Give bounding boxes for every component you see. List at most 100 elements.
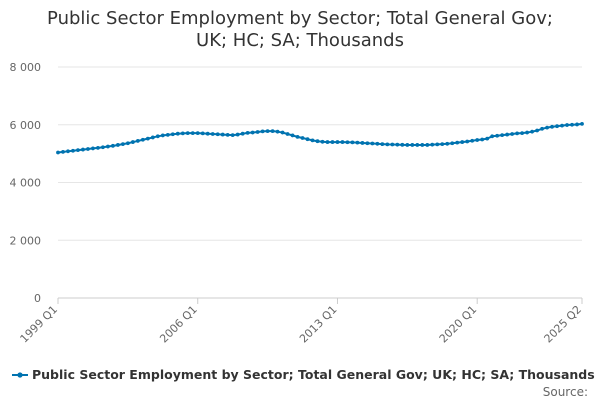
data-point[interactable]	[310, 138, 315, 143]
data-point[interactable]	[425, 143, 430, 147]
data-point[interactable]	[125, 141, 130, 146]
data-point[interactable]	[215, 132, 220, 137]
data-point[interactable]	[410, 143, 415, 147]
data-point[interactable]	[350, 140, 355, 145]
data-point[interactable]	[570, 122, 574, 127]
data-point[interactable]	[290, 133, 295, 138]
data-point[interactable]	[555, 124, 559, 129]
data-point[interactable]	[175, 131, 180, 136]
data-point[interactable]	[320, 139, 325, 144]
data-point[interactable]	[71, 148, 75, 153]
data-point[interactable]	[170, 132, 175, 137]
data-point[interactable]	[365, 141, 370, 146]
data-point[interactable]	[130, 140, 135, 144]
data-point[interactable]	[86, 147, 90, 151]
data-point[interactable]	[305, 137, 310, 142]
data-point[interactable]	[445, 141, 450, 146]
data-point[interactable]	[280, 130, 285, 135]
data-point[interactable]	[530, 129, 534, 134]
data-point[interactable]	[285, 132, 290, 136]
data-point[interactable]	[465, 139, 470, 144]
data-point[interactable]	[300, 136, 305, 140]
data-point[interactable]	[265, 129, 270, 134]
data-point[interactable]	[560, 123, 564, 128]
data-point[interactable]	[460, 140, 465, 144]
data-point[interactable]	[345, 140, 350, 145]
data-point[interactable]	[150, 135, 155, 140]
legend[interactable]: Public Sector Employment by Sector; Tota…	[12, 367, 595, 382]
data-point[interactable]	[91, 146, 95, 151]
data-point[interactable]	[235, 132, 240, 137]
data-point[interactable]	[295, 134, 300, 139]
data-point[interactable]	[66, 149, 70, 154]
data-point[interactable]	[56, 150, 60, 155]
data-point[interactable]	[160, 133, 165, 138]
data-point[interactable]	[475, 138, 480, 142]
data-point[interactable]	[505, 132, 510, 137]
data-point[interactable]	[450, 141, 455, 146]
data-point[interactable]	[400, 142, 405, 147]
data-point[interactable]	[510, 132, 515, 136]
data-point[interactable]	[270, 129, 275, 134]
data-point[interactable]	[325, 140, 330, 144]
data-point[interactable]	[430, 142, 435, 147]
data-point[interactable]	[490, 134, 495, 139]
data-point[interactable]	[210, 132, 215, 136]
data-point[interactable]	[115, 143, 120, 147]
data-point[interactable]	[190, 131, 195, 136]
data-point[interactable]	[580, 121, 584, 126]
data-point[interactable]	[200, 131, 205, 136]
data-point[interactable]	[250, 130, 255, 135]
data-point[interactable]	[335, 140, 340, 144]
data-point[interactable]	[205, 131, 210, 136]
data-point[interactable]	[340, 140, 345, 144]
data-point[interactable]	[140, 137, 145, 142]
data-point[interactable]	[485, 136, 490, 141]
data-point[interactable]	[385, 142, 390, 147]
data-point[interactable]	[480, 137, 485, 142]
data-point[interactable]	[565, 123, 569, 127]
data-point[interactable]	[550, 124, 554, 129]
data-point[interactable]	[145, 136, 150, 141]
data-point[interactable]	[165, 132, 170, 137]
data-point[interactable]	[240, 131, 245, 136]
data-point[interactable]	[520, 131, 525, 136]
data-point[interactable]	[230, 133, 235, 138]
data-point[interactable]	[275, 129, 280, 134]
data-point[interactable]	[155, 134, 160, 139]
data-point[interactable]	[61, 149, 65, 154]
data-point[interactable]	[575, 122, 579, 127]
data-point[interactable]	[185, 131, 190, 136]
data-point[interactable]	[435, 142, 440, 147]
data-point[interactable]	[106, 144, 110, 149]
data-point[interactable]	[390, 142, 395, 147]
data-point[interactable]	[255, 130, 260, 134]
data-point[interactable]	[111, 143, 115, 148]
data-point[interactable]	[380, 142, 385, 147]
data-point[interactable]	[375, 141, 380, 146]
data-point[interactable]	[101, 145, 105, 150]
data-point[interactable]	[260, 129, 265, 134]
data-point[interactable]	[220, 132, 225, 137]
data-point[interactable]	[245, 130, 250, 135]
data-point[interactable]	[525, 130, 529, 135]
data-point[interactable]	[455, 140, 460, 145]
data-point[interactable]	[535, 128, 539, 133]
data-point[interactable]	[370, 141, 375, 146]
data-point[interactable]	[545, 125, 549, 130]
data-point[interactable]	[395, 142, 400, 147]
data-point[interactable]	[135, 139, 140, 143]
data-point[interactable]	[225, 132, 230, 137]
data-point[interactable]	[500, 133, 505, 138]
data-point[interactable]	[120, 142, 125, 147]
data-point[interactable]	[515, 131, 520, 136]
data-point[interactable]	[470, 138, 475, 143]
data-point[interactable]	[315, 139, 320, 144]
data-point[interactable]	[420, 143, 425, 147]
data-point[interactable]	[495, 133, 500, 138]
data-point[interactable]	[96, 145, 100, 150]
data-point[interactable]	[355, 140, 360, 145]
data-point[interactable]	[330, 140, 335, 144]
data-point[interactable]	[81, 147, 85, 152]
data-point[interactable]	[180, 131, 185, 136]
